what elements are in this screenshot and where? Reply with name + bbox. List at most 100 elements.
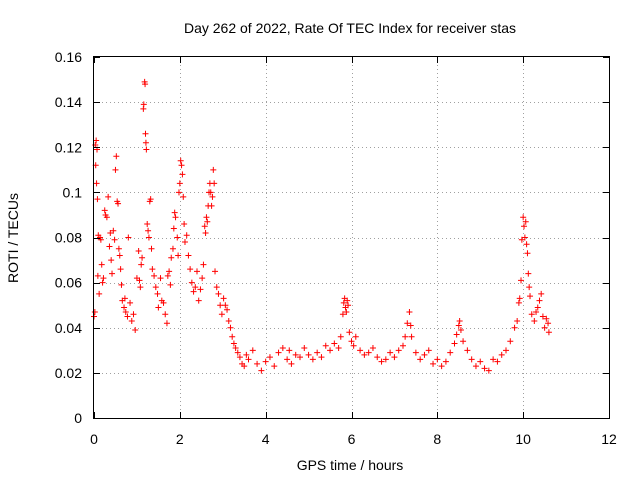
data-point xyxy=(339,311,346,318)
data-point xyxy=(149,266,156,273)
data-point xyxy=(151,272,158,279)
data-point xyxy=(218,311,225,318)
data-point xyxy=(425,347,432,354)
x-tick-label: 6 xyxy=(348,431,356,447)
data-point xyxy=(128,317,135,324)
data-point xyxy=(175,252,182,259)
data-point xyxy=(395,347,402,354)
x-tick-labels: 0 2 4 6 8 10 12 xyxy=(90,431,617,447)
data-point xyxy=(406,308,413,315)
chart-title: Day 262 of 2022, Rate Of TEC Index for r… xyxy=(184,20,516,36)
data-point xyxy=(172,214,179,221)
data-point xyxy=(110,227,117,234)
data-point xyxy=(266,354,273,361)
x-tick-label: 4 xyxy=(262,431,270,447)
data-point xyxy=(305,351,312,358)
data-point xyxy=(201,223,208,230)
data-point xyxy=(286,347,293,354)
data-point xyxy=(137,284,144,291)
data-point xyxy=(533,308,540,315)
data-point xyxy=(275,349,282,356)
data-point xyxy=(284,356,291,363)
data-point xyxy=(144,220,151,227)
data-point xyxy=(222,302,229,309)
data-point xyxy=(524,250,531,257)
data-point xyxy=(408,333,415,340)
y-axis-label: ROTI / TECUs xyxy=(5,193,21,283)
data-point xyxy=(468,356,475,363)
data-point xyxy=(262,358,269,365)
data-point xyxy=(183,232,190,239)
data-point xyxy=(139,254,146,261)
data-point xyxy=(148,245,155,252)
data-point xyxy=(187,266,194,273)
data-point xyxy=(516,295,523,302)
data-point xyxy=(169,245,176,252)
data-point xyxy=(109,270,116,277)
data-point xyxy=(215,290,222,297)
data-point xyxy=(91,308,98,315)
data-point xyxy=(199,275,206,282)
x-tick-label: 12 xyxy=(601,431,617,447)
data-point xyxy=(175,189,182,196)
data-point xyxy=(327,347,334,354)
data-point xyxy=(96,290,103,297)
data-point xyxy=(521,234,528,241)
data-point xyxy=(142,139,149,146)
x-tick-label: 0 xyxy=(90,431,98,447)
data-point xyxy=(179,171,186,178)
data-point xyxy=(498,351,505,358)
data-point xyxy=(101,207,108,214)
y-tick-label: 0.14 xyxy=(55,94,82,110)
data-point xyxy=(197,286,204,293)
data-point xyxy=(117,266,124,273)
data-point xyxy=(188,279,195,286)
data-point xyxy=(387,349,394,356)
data-point xyxy=(130,311,137,318)
data-point xyxy=(545,329,552,336)
data-point xyxy=(147,196,154,203)
data-point xyxy=(457,327,464,334)
data-point xyxy=(518,236,525,243)
data-point xyxy=(451,340,458,347)
data-point xyxy=(538,290,545,297)
data-point xyxy=(348,338,355,345)
data-point xyxy=(194,268,200,275)
data-point xyxy=(127,299,134,306)
y-tick-label: 0.1 xyxy=(63,184,83,200)
axis-ticks xyxy=(94,57,610,419)
data-point xyxy=(485,367,492,374)
data-point xyxy=(434,356,441,363)
x-tick-label: 2 xyxy=(176,431,184,447)
data-point xyxy=(455,322,462,329)
data-point xyxy=(140,101,147,108)
data-points xyxy=(91,78,552,374)
data-point xyxy=(357,347,364,354)
data-point xyxy=(515,299,522,306)
data-point xyxy=(94,196,101,203)
data-point xyxy=(526,284,533,291)
x-axis-label: GPS time / hours xyxy=(297,457,404,473)
data-point xyxy=(245,356,252,363)
data-point xyxy=(258,367,265,374)
data-point xyxy=(118,281,125,288)
data-point xyxy=(138,261,145,268)
data-point xyxy=(514,317,521,324)
y-tick-label: 0.02 xyxy=(55,365,82,381)
data-point xyxy=(168,254,175,261)
data-point xyxy=(511,324,518,331)
y-tick-label: 0 xyxy=(74,410,82,426)
data-point xyxy=(518,277,525,284)
data-point xyxy=(208,202,215,209)
data-point xyxy=(162,311,169,318)
data-point xyxy=(142,81,149,88)
data-point xyxy=(404,320,411,327)
data-point xyxy=(145,234,152,241)
data-point xyxy=(477,358,484,365)
data-point xyxy=(217,302,224,309)
data-point xyxy=(527,293,534,300)
data-point xyxy=(374,354,381,361)
data-point xyxy=(210,166,217,173)
data-point xyxy=(391,354,398,361)
data-point xyxy=(340,299,347,306)
